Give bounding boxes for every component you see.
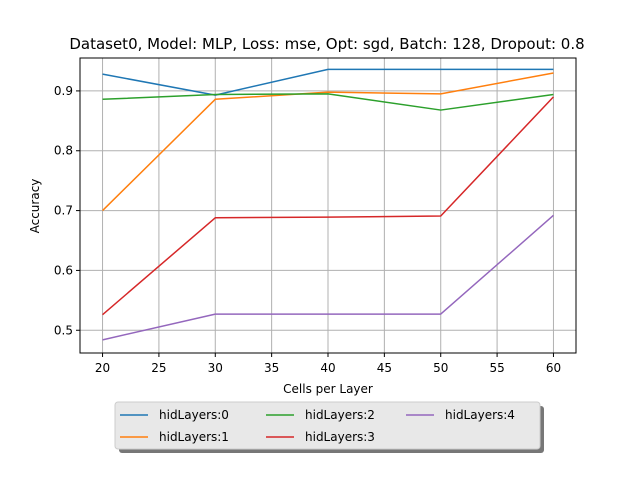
legend-label-2: hidLayers:2 (305, 408, 375, 422)
legend-label-0: hidLayers:0 (159, 408, 229, 422)
x-tick-label: 60 (546, 361, 561, 375)
x-tick-label: 45 (377, 361, 392, 375)
x-tick-label: 55 (489, 361, 504, 375)
y-tick-label: 0.9 (54, 84, 73, 98)
legend-label-3: hidLayers:3 (305, 430, 375, 444)
y-tick-label: 0.5 (54, 323, 73, 337)
series-lines (102, 68, 554, 341)
legend-label-1: hidLayers:1 (159, 430, 229, 444)
series-line-2 (102, 93, 554, 111)
x-tick-label: 30 (208, 361, 223, 375)
legend-box (114, 401, 541, 450)
series-line-1 (102, 72, 554, 212)
legend: hidLayers:0 hidLayers:1 hidLayers:2 hidLaye… (114, 401, 544, 453)
x-tick-label: 40 (320, 361, 335, 375)
axis-ticks: 20 25 30 35 40 45 50 55 60 0.5 0.6 0.7 0.8 0.9 (54, 84, 561, 375)
chart-title: Dataset0, Model: MLP, Loss: mse, Opt: sg… (69, 35, 584, 53)
x-axis-label: Cells per Layer (283, 382, 373, 396)
series-line-3 (102, 96, 554, 316)
x-tick-label: 25 (151, 361, 166, 375)
y-tick-label: 0.6 (54, 263, 73, 277)
grid-lines (80, 58, 576, 353)
y-tick-label: 0.7 (54, 204, 73, 218)
y-axis-label: Accuracy (28, 179, 42, 234)
x-tick-label: 35 (264, 361, 279, 375)
x-tick-label: 20 (95, 361, 110, 375)
series-line-0 (102, 68, 554, 96)
x-tick-label: 50 (433, 361, 448, 375)
legend-label-4: hidLayers:4 (445, 408, 515, 422)
y-tick-label: 0.8 (54, 144, 73, 158)
series-line-4 (102, 214, 554, 341)
